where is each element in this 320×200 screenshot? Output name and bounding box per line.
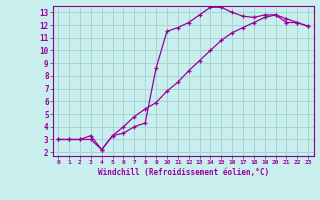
X-axis label: Windchill (Refroidissement éolien,°C): Windchill (Refroidissement éolien,°C): [98, 168, 269, 177]
